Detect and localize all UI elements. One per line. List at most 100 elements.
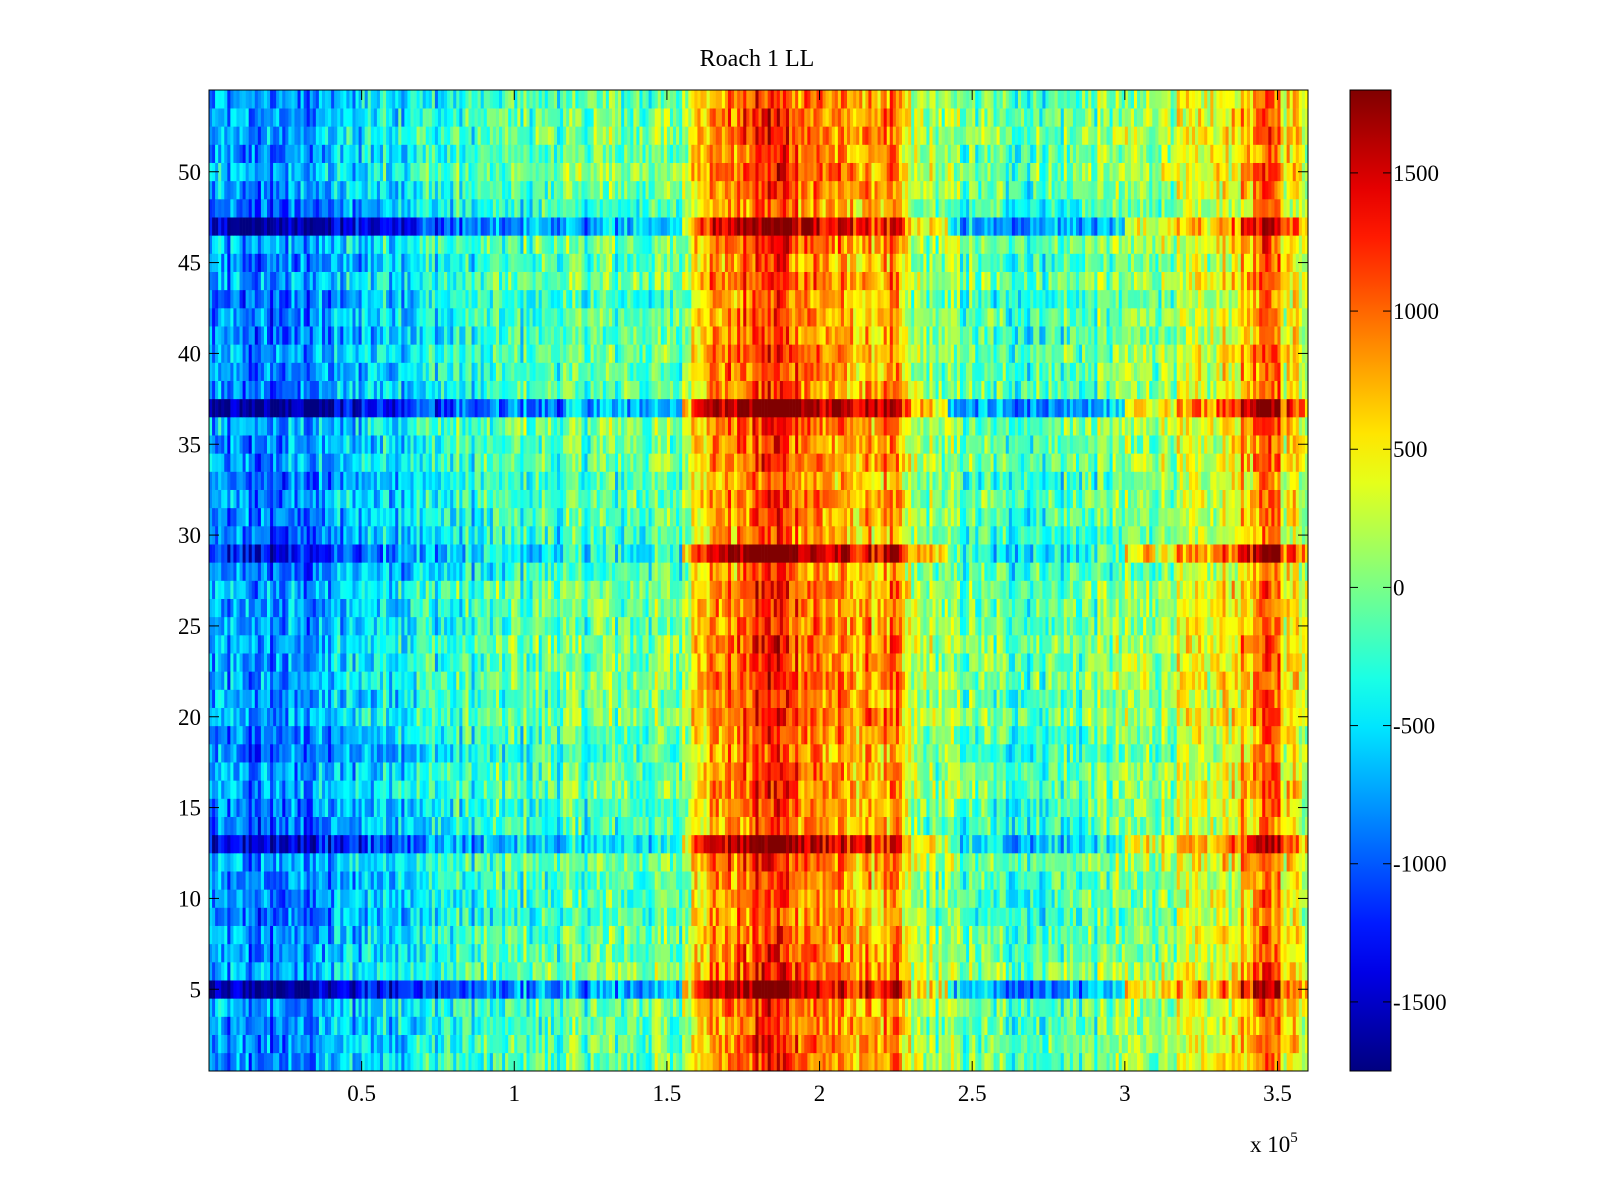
heatmap-cell xyxy=(532,962,536,981)
heatmap-cell xyxy=(1042,1016,1046,1035)
heatmap-cell xyxy=(1014,962,1019,981)
heatmap-cell xyxy=(505,853,509,872)
heatmap-cell xyxy=(703,1016,707,1035)
heatmap-cell xyxy=(404,834,408,854)
heatmap-cell xyxy=(682,980,686,999)
heatmap-cell xyxy=(1207,962,1211,981)
heatmap-cell xyxy=(276,889,280,908)
heatmap-cell xyxy=(1204,998,1208,1017)
heatmap-cell xyxy=(495,907,500,926)
heatmap-cell xyxy=(840,925,845,945)
heatmap-cell xyxy=(401,853,405,872)
heatmap-cell xyxy=(917,853,921,872)
heatmap-cell xyxy=(376,816,381,836)
heatmap-cell xyxy=(404,998,408,1017)
heatmap-cell xyxy=(868,853,872,872)
heatmap-cell xyxy=(227,871,231,890)
heatmap-cell xyxy=(1112,871,1116,890)
heatmap-cell xyxy=(492,980,497,999)
heatmap-cell xyxy=(905,816,909,836)
heatmap-cell xyxy=(972,1034,976,1054)
heatmap-cell xyxy=(422,962,427,981)
heatmap-cell xyxy=(633,816,637,836)
heatmap-cell xyxy=(1283,1052,1287,1072)
heatmap-cell xyxy=(523,1016,527,1035)
heatmap-cell xyxy=(340,962,344,981)
heatmap-cell xyxy=(1185,834,1190,854)
heatmap-cell xyxy=(1228,834,1232,854)
heatmap-cell xyxy=(212,1052,216,1072)
heatmap-cell xyxy=(544,853,549,872)
heatmap-cell xyxy=(1066,889,1071,908)
heatmap-cell xyxy=(734,816,738,836)
heatmap-cell xyxy=(227,834,231,854)
heatmap-cell xyxy=(462,853,466,872)
heatmap-cell xyxy=(321,1052,326,1072)
heatmap-cell xyxy=(590,980,594,999)
heatmap-cell xyxy=(480,1016,485,1035)
heatmap-cell xyxy=(779,943,784,963)
heatmap-cell xyxy=(669,1034,674,1054)
heatmap-cell xyxy=(1042,889,1046,908)
heatmap-cell xyxy=(541,1052,546,1072)
heatmap-cell xyxy=(477,853,481,872)
heatmap-cell xyxy=(1170,871,1174,890)
heatmap-cell xyxy=(1289,998,1294,1017)
heatmap-cell xyxy=(969,943,973,963)
heatmap-cell xyxy=(334,1016,338,1035)
heatmap-cell xyxy=(1289,1052,1294,1072)
heatmap-cell xyxy=(557,907,561,926)
heatmap-cell xyxy=(1103,998,1107,1017)
heatmap-cell xyxy=(1063,889,1068,908)
heatmap-cell xyxy=(1256,834,1260,854)
heatmap-cell xyxy=(520,1052,524,1072)
heatmap-cell xyxy=(621,1052,625,1072)
heatmap-cell xyxy=(963,980,967,999)
heatmap-cell xyxy=(373,943,378,963)
heatmap-cell xyxy=(1213,943,1217,963)
heatmap-cell xyxy=(242,816,246,836)
heatmap-cell xyxy=(315,853,320,872)
heatmap-cell xyxy=(1231,998,1236,1017)
heatmap-cell xyxy=(379,1034,384,1054)
heatmap-cell xyxy=(401,943,405,963)
heatmap-cell xyxy=(700,871,704,890)
heatmap-cell xyxy=(499,962,503,981)
heatmap-cell xyxy=(465,1052,469,1072)
heatmap-cell xyxy=(764,998,768,1017)
heatmap-cell xyxy=(1173,998,1178,1017)
heatmap-cell xyxy=(263,1016,268,1035)
heatmap-cell xyxy=(868,834,872,854)
heatmap-cell xyxy=(966,962,970,981)
heatmap-cell xyxy=(877,816,881,836)
heatmap-cell xyxy=(1075,925,1080,945)
heatmap-cell xyxy=(883,925,888,945)
heatmap-cell xyxy=(1176,943,1181,963)
heatmap-cell xyxy=(856,925,860,945)
heatmap-cell xyxy=(669,853,674,872)
heatmap-cell xyxy=(923,1034,927,1054)
heatmap-cell xyxy=(532,816,536,836)
heatmap-cell xyxy=(886,853,891,872)
heatmap-cell xyxy=(804,871,808,890)
heatmap-cell xyxy=(1265,925,1269,945)
heatmap-cell xyxy=(334,889,338,908)
heatmap-cell xyxy=(975,998,979,1017)
heatmap-cell xyxy=(486,998,491,1017)
heatmap-cell xyxy=(959,998,964,1017)
heatmap-cell xyxy=(776,1052,781,1072)
heatmap-cell xyxy=(905,998,909,1017)
heatmap-cell xyxy=(1246,980,1251,999)
heatmap-cell xyxy=(297,1034,301,1054)
heatmap-cell xyxy=(847,907,851,926)
heatmap-cell xyxy=(514,871,518,890)
heatmap-cell xyxy=(474,834,478,854)
heatmap-cell xyxy=(929,1052,933,1072)
heatmap-cell xyxy=(456,834,460,854)
heatmap-cell xyxy=(276,871,280,890)
heatmap-cell xyxy=(1216,853,1220,872)
heatmap-cell xyxy=(471,853,475,872)
heatmap-cell xyxy=(1091,907,1095,926)
heatmap-cell xyxy=(1042,907,1046,926)
heatmap-cell xyxy=(1140,998,1144,1017)
